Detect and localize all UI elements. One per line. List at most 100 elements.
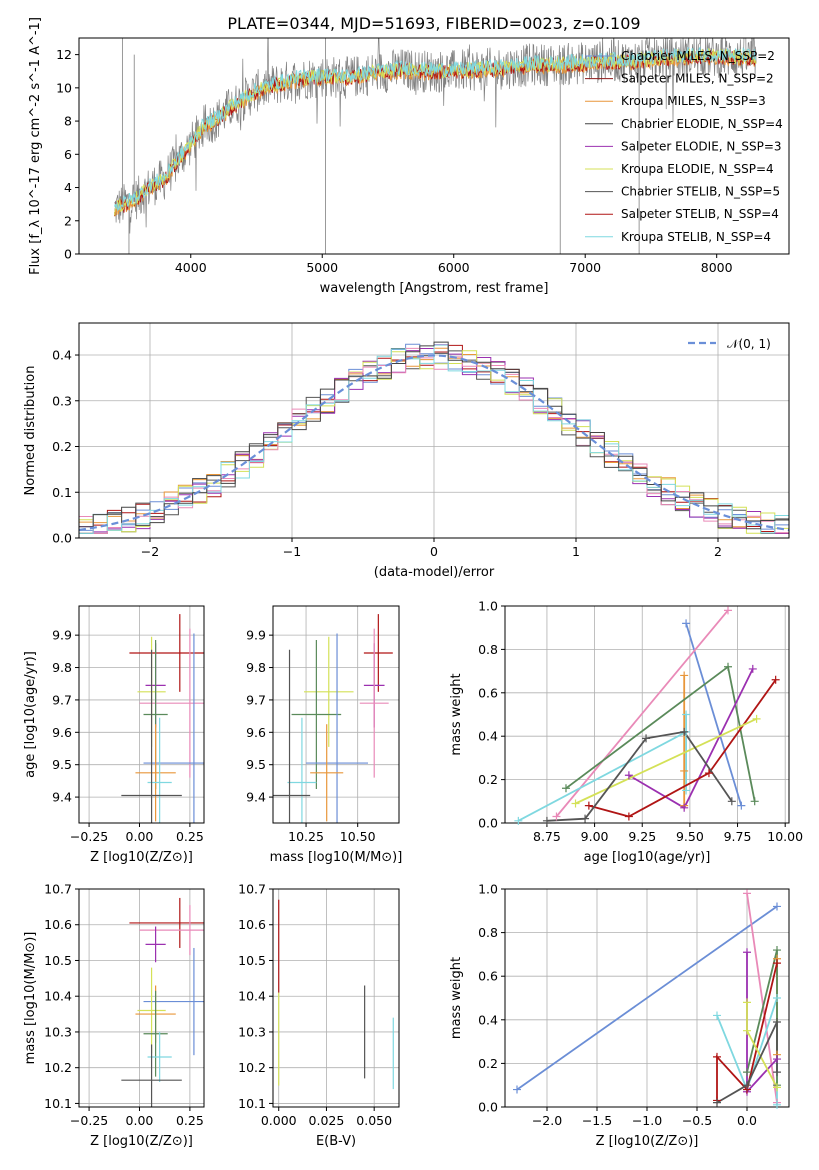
y-tick-label: 10.5 (238, 953, 266, 968)
series-point (680, 727, 689, 736)
series-point (552, 812, 561, 821)
x-tick-label: 0.0 (737, 1113, 757, 1128)
y-tick-label: 9.6 (246, 725, 266, 740)
x-tick-label: 0.25 (176, 1113, 204, 1128)
y-tick-label: 9.6 (52, 725, 72, 740)
y-tick-label: 10.7 (44, 882, 72, 897)
y-axis-label: age [log10(age/yr)] (23, 651, 38, 778)
series-point (773, 1083, 781, 1092)
y-tick-label: 0.1 (52, 485, 72, 500)
x-tick-label: −1.0 (632, 1113, 662, 1128)
x-tick-label: 0.00 (126, 829, 154, 844)
series-point (773, 946, 781, 955)
x-tick-label: 0.000 (261, 1113, 297, 1128)
y-tick-label: 10.4 (238, 989, 266, 1004)
legend-entry: Kroupa STELIB, N_SSP=4 (621, 230, 771, 244)
y-axis-label: Normed distribution (23, 366, 38, 496)
plot-area (517, 609, 777, 822)
x-axis-label: Z [log10(Z/Z⊙)] (596, 1134, 699, 1149)
y-axis-label: mass weight (449, 957, 464, 1039)
series-point (624, 771, 633, 780)
x-axis-label: E(B-V) (316, 1134, 356, 1149)
plot-area (79, 341, 789, 534)
series-point (743, 1026, 751, 1035)
axes-frame (78, 37, 790, 255)
series-line (555, 609, 729, 818)
x-axis-label: mass [log10(M/M⊙)] (270, 850, 403, 865)
x-tick-label: 10.25 (288, 829, 324, 844)
y-tick-label: 10.3 (44, 1024, 72, 1039)
plot-area (121, 614, 204, 823)
x-tick-label: −2 (141, 544, 159, 559)
x-tick-label: 0.00 (126, 1113, 154, 1128)
series-point (514, 816, 523, 825)
x-tick-label: 9.25 (628, 829, 656, 844)
series-point (571, 799, 580, 808)
y-tick-label: 8 (64, 114, 72, 129)
series-point (748, 664, 757, 673)
legend-entry: Chabrier MILES, N_SSP=2 (621, 49, 775, 63)
y-tick-label: 0.2 (52, 439, 72, 454)
legend-entry: Chabrier STELIB, N_SSP=5 (621, 185, 780, 199)
series-point (743, 1068, 751, 1077)
series-point (737, 801, 746, 810)
y-tick-label: 0.0 (478, 1100, 498, 1115)
y-tick-label: 1.0 (478, 882, 498, 897)
x-tick-label: 6000 (438, 260, 470, 275)
plot-area (278, 899, 394, 1090)
series-point (680, 766, 689, 775)
y-tick-label: 9.5 (52, 757, 72, 772)
panel-6: 0.000 0.025 0.050 10.1 10.2 10.3 10.4 10.5 10.6 1… (238, 882, 400, 1149)
series-point (713, 1098, 721, 1107)
panel-2: −0.25 0.00 0.25 9.4 9.5 9.6 9.7 9.8 9.9 Z [log10(… (23, 605, 205, 865)
x-tick-label: 7000 (569, 260, 601, 275)
series-point (682, 710, 691, 719)
figure-title: PLATE=0344, MJD=51693, FIBERID=0023, z=0… (227, 14, 640, 33)
y-tick-label: 10.6 (44, 917, 72, 932)
series-point (727, 797, 736, 806)
series-point (771, 675, 780, 684)
series-point (743, 1081, 751, 1090)
y-tick-label: 0.4 (478, 729, 498, 744)
axes-frame (272, 888, 400, 1108)
y-tick-label: 0.6 (478, 685, 498, 700)
x-tick-label: −1 (283, 544, 301, 559)
y-tick-label: 12 (56, 47, 72, 62)
y-tick-label: 9.9 (246, 628, 266, 643)
series-point (743, 889, 751, 898)
series-point (724, 662, 733, 671)
series-line (716, 1021, 778, 1104)
panel-4: 8.75 9.00 9.25 9.50 9.75 10.00 0.0 0.2 0.4 0.6 0.8… (449, 599, 803, 866)
x-tick-label: 9.50 (676, 829, 704, 844)
y-tick-label: 0.8 (478, 642, 498, 657)
y-tick-label: 0.4 (52, 348, 72, 363)
y-tick-label: 0.4 (478, 1012, 498, 1027)
y-axis-label: mass weight (449, 673, 464, 755)
series-point (743, 948, 751, 957)
y-tick-label: 0.0 (478, 816, 498, 831)
series-point (713, 1011, 721, 1020)
x-tick-label: 9.75 (724, 829, 752, 844)
axes-frame (504, 605, 790, 824)
legend-entry: Chabrier ELODIE, N_SSP=4 (621, 117, 783, 131)
y-tick-label: 0.2 (478, 1056, 498, 1071)
series-line (746, 893, 778, 1103)
x-axis-label: Z [log10(Z/Z⊙)] (90, 1134, 193, 1149)
series-point (542, 816, 551, 825)
series-point (624, 812, 633, 821)
x-tick-label: 0.025 (309, 1113, 345, 1128)
y-axis-label: mass [log10(M/M⊙)] (23, 932, 38, 1065)
x-tick-label: 0.050 (356, 1113, 392, 1128)
y-tick-label: 10.7 (238, 882, 266, 897)
y-tick-label: 10.3 (238, 1024, 266, 1039)
series-point (713, 1052, 721, 1061)
legend-entry: 𝒩(0, 1) (727, 337, 771, 351)
y-tick-label: 10 (56, 80, 72, 95)
x-tick-label: 5000 (306, 260, 338, 275)
axes-frame (78, 605, 205, 824)
legend-entry: Kroupa MILES, N_SSP=3 (621, 94, 766, 108)
panel-0: 4000 5000 6000 7000 8000 0 2 4 6 8 10 12 wavelength … (28, 17, 790, 296)
series-point (561, 784, 570, 793)
x-tick-label: 2 (714, 544, 722, 559)
